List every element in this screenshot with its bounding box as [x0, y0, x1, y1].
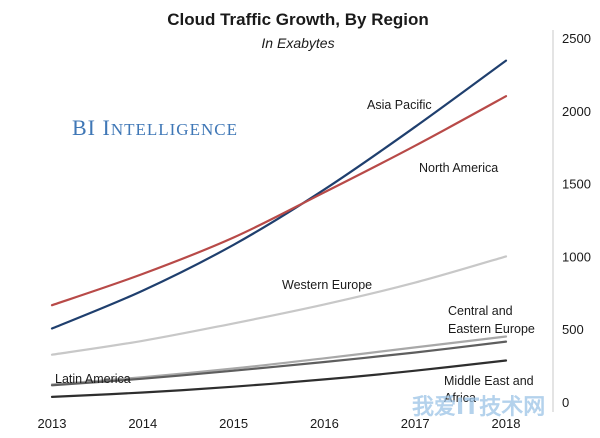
series-label-middle-east-and-africa-line-2: Africa — [444, 391, 476, 405]
chart-title: Cloud Traffic Growth, By Region — [167, 10, 429, 29]
x-tick-label-2016: 2016 — [310, 416, 339, 431]
y-tick-label-1000: 1000 — [562, 249, 591, 264]
series-line-western-europe — [50, 255, 508, 356]
x-tick-label-2017: 2017 — [401, 416, 430, 431]
series-label-western-europe: Western Europe — [282, 278, 372, 292]
series-label-central-and-eastern-europe-line-2: Eastern Europe — [448, 322, 535, 336]
y-tick-label-1500: 1500 — [562, 177, 591, 192]
series-line-north-america — [50, 95, 508, 307]
logo-part-rest: NTELLIGENCE — [111, 120, 238, 139]
bi-intelligence-logo: BI INTELLIGENCE — [72, 115, 238, 140]
plot-area: 0 500 1000 1500 2000 2500 2013 2014 2015 2016 2017… — [38, 30, 591, 431]
series-label-middle-east-and-africa-line-1: Middle East and — [444, 374, 534, 388]
logo-part-i: I — [103, 115, 111, 140]
y-tick-label-500: 500 — [562, 322, 584, 337]
chart-subtitle: In Exabytes — [261, 35, 334, 51]
y-tick-label-2000: 2000 — [562, 104, 591, 119]
x-tick-label-2013: 2013 — [38, 416, 67, 431]
y-tick-label-2500: 2500 — [562, 31, 591, 46]
series-line-middle-east-and-africa — [50, 359, 508, 398]
series-line-central-and-eastern-europe — [50, 335, 508, 386]
series-line-latin-america — [50, 340, 508, 387]
series-label-asia-pacific: Asia Pacific — [367, 98, 432, 112]
logo-part-bi: BI — [72, 115, 103, 140]
series-line-asia-pacific — [50, 59, 508, 330]
y-tick-label-0: 0 — [562, 395, 569, 410]
x-tick-label-2014: 2014 — [128, 416, 157, 431]
watermark-text: 我爱IT技术网 — [412, 395, 545, 420]
series-label-central-and-eastern-europe-line-1: Central and — [448, 304, 513, 318]
x-tick-label-2015: 2015 — [219, 416, 248, 431]
x-tick-label-2018: 2018 — [492, 416, 521, 431]
series-label-latin-america: Latin America — [55, 372, 131, 386]
series-label-north-america: North America — [419, 161, 498, 175]
